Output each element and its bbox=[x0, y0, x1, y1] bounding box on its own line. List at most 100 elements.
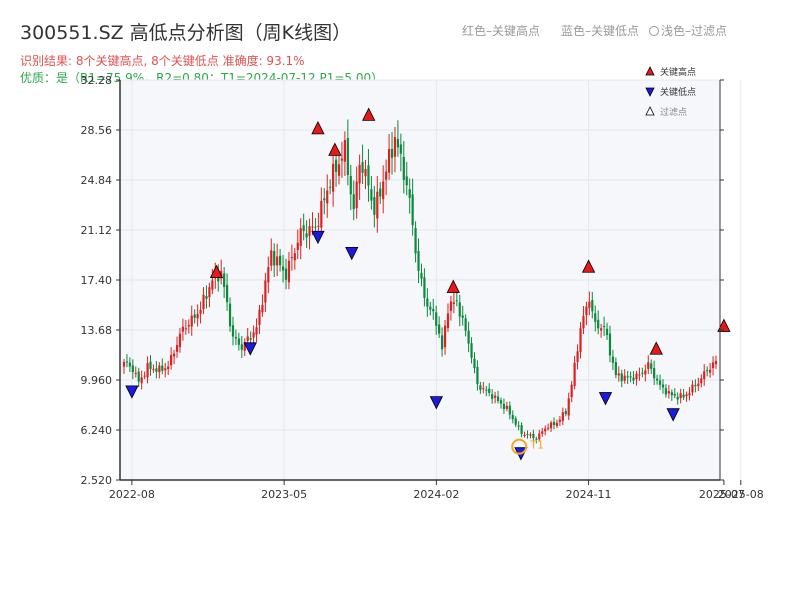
legend-marker-icon bbox=[645, 66, 655, 76]
candle-body bbox=[564, 411, 567, 415]
candle-body bbox=[364, 168, 367, 177]
candle-body bbox=[576, 351, 579, 362]
candle-body bbox=[373, 197, 376, 215]
candle-body bbox=[246, 336, 249, 341]
candles bbox=[122, 119, 718, 444]
key-high-marker bbox=[362, 107, 376, 121]
candle-body bbox=[399, 144, 402, 154]
candle-body bbox=[155, 368, 158, 372]
grid-lines bbox=[120, 79, 742, 481]
candle-body bbox=[538, 433, 541, 440]
candle-body bbox=[608, 333, 612, 356]
y-tick-label: 2.520 bbox=[81, 474, 113, 487]
candle-body bbox=[284, 268, 288, 280]
candle-body bbox=[432, 309, 435, 312]
candle-body bbox=[252, 332, 255, 338]
candle-body bbox=[367, 165, 370, 186]
candle-body bbox=[225, 284, 229, 303]
candle-body bbox=[402, 156, 405, 180]
candle-body bbox=[611, 356, 615, 363]
candle-body bbox=[423, 277, 426, 298]
candle-body bbox=[514, 418, 517, 425]
candle-body bbox=[588, 301, 591, 308]
key-high-marker bbox=[446, 279, 460, 293]
candle-body bbox=[496, 396, 500, 401]
candle-body bbox=[255, 327, 258, 335]
candle-body bbox=[382, 181, 385, 200]
candle-body bbox=[711, 362, 715, 369]
candle-body bbox=[573, 362, 576, 386]
candle-body bbox=[175, 344, 179, 352]
candle-body bbox=[181, 326, 185, 332]
candle-body bbox=[547, 427, 550, 429]
candle-body bbox=[276, 256, 279, 266]
candle-body bbox=[544, 428, 547, 432]
candle-body bbox=[231, 325, 235, 337]
axes: 2.520 6.240 9.960 13.68 17.40 21.12 24.84 28.56… bbox=[81, 74, 764, 501]
candle-body bbox=[591, 300, 594, 312]
candle-body bbox=[429, 306, 432, 310]
candle-body bbox=[370, 189, 373, 201]
candle-body bbox=[358, 164, 361, 184]
candle-body bbox=[508, 405, 511, 415]
candle-body bbox=[152, 369, 155, 371]
candle-body bbox=[202, 294, 205, 310]
candle-body bbox=[494, 395, 497, 398]
candle-body bbox=[302, 225, 305, 232]
candle-body bbox=[653, 368, 656, 379]
top-legend-filtered-label: 浅色–过滤点 bbox=[661, 24, 728, 38]
candle-body bbox=[558, 419, 562, 422]
candle-body bbox=[458, 302, 461, 317]
candle-body bbox=[647, 362, 650, 369]
candle-body bbox=[464, 318, 467, 331]
candle-body bbox=[488, 388, 491, 393]
candle-body bbox=[317, 225, 320, 227]
candle-body bbox=[143, 375, 146, 377]
candle-body bbox=[449, 301, 453, 311]
candle-body bbox=[349, 175, 352, 195]
candle-body bbox=[296, 242, 299, 250]
key-high-marker bbox=[581, 259, 596, 273]
candle-body bbox=[408, 189, 411, 198]
candle-body bbox=[278, 255, 282, 266]
candle-body bbox=[561, 412, 564, 421]
candle-body bbox=[334, 159, 338, 172]
candle-body bbox=[311, 226, 314, 228]
candle-body bbox=[502, 403, 506, 409]
hollow-circle-icon bbox=[649, 26, 659, 36]
candle-body bbox=[661, 384, 665, 388]
candle-body bbox=[467, 330, 470, 344]
candle-body bbox=[667, 391, 670, 394]
candle-body bbox=[617, 373, 620, 376]
candle-body bbox=[314, 226, 317, 228]
candle-body bbox=[320, 200, 323, 228]
candle-body bbox=[332, 163, 335, 192]
candle-body bbox=[140, 377, 143, 384]
candle-body bbox=[167, 366, 170, 370]
top-legend-red: 红色–关键高点 bbox=[462, 24, 541, 38]
y-tick-label: 17.40 bbox=[81, 274, 113, 287]
candle-body bbox=[511, 415, 514, 420]
candle-body bbox=[146, 363, 149, 378]
candle-body bbox=[602, 325, 606, 327]
candle-body bbox=[670, 392, 673, 396]
candle-body bbox=[172, 353, 176, 357]
candle-body bbox=[485, 389, 488, 391]
candle-body bbox=[161, 365, 164, 371]
markers: T1 bbox=[125, 107, 731, 461]
candle-body bbox=[582, 315, 585, 329]
candle-body bbox=[326, 190, 329, 204]
candle-body bbox=[170, 354, 173, 366]
key-low-marker bbox=[429, 396, 443, 410]
top-legend-filtered: 浅色–过滤点 bbox=[649, 22, 727, 39]
candle-body bbox=[682, 394, 685, 398]
candle-body bbox=[594, 313, 597, 322]
candle-body bbox=[125, 361, 129, 363]
top-legend-blue: 蓝色–关键低点 bbox=[561, 24, 640, 38]
result-subtitle: 识别结果: 8个关键高点, 8个关键低点 准确度: 93.1% bbox=[20, 54, 305, 68]
key-low-marker bbox=[243, 342, 257, 356]
candle-body bbox=[361, 162, 364, 173]
candle-body bbox=[650, 363, 653, 369]
candle-body bbox=[523, 435, 526, 437]
candle-body bbox=[385, 171, 388, 180]
